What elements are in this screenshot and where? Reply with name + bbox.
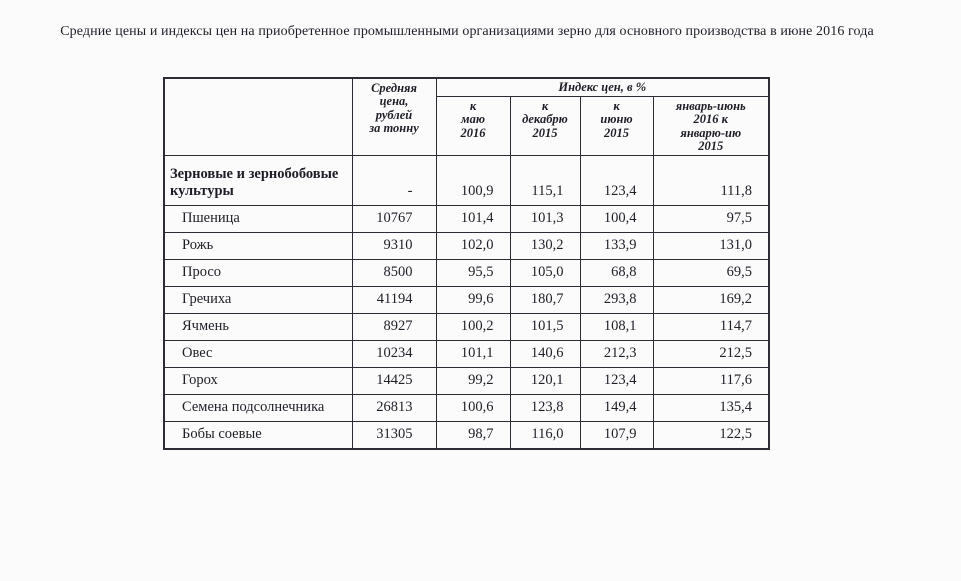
corner-header-cell bbox=[163, 77, 353, 156]
index-value-cell: 117,6 bbox=[652, 366, 770, 395]
index-value-cell: 107,9 bbox=[579, 420, 654, 450]
index-value-cell: 98,7 bbox=[435, 420, 511, 450]
index-value-cell: 108,1 bbox=[579, 312, 654, 341]
table-row: Горох 14425 99,2 120,1 123,4 117,6 bbox=[163, 366, 770, 395]
grain-price-table: Средняя цена, рублей за тонну Индекс цен… bbox=[163, 77, 770, 450]
row-label-cell: Рожь bbox=[163, 231, 353, 260]
avg-price-cell: 10234 bbox=[351, 339, 437, 368]
index-value-cell: 114,7 bbox=[652, 312, 770, 341]
index-value-cell: 180,7 bbox=[509, 285, 581, 314]
index-value-cell: 100,4 bbox=[579, 204, 654, 233]
table-row: Гречиха 41194 99,6 180,7 293,8 169,2 bbox=[163, 285, 770, 314]
row-label-cell: Ячмень bbox=[163, 312, 353, 341]
index-value-cell: 101,4 bbox=[435, 204, 511, 233]
index-value-cell: 140,6 bbox=[509, 339, 581, 368]
index-value-cell: 101,5 bbox=[509, 312, 581, 341]
row-label-cell: Семена подсолнечника bbox=[163, 393, 353, 422]
avg-price-cell: 10767 bbox=[351, 204, 437, 233]
index-value-cell: 69,5 bbox=[652, 258, 770, 287]
index-jan-june-header-cell: январь-июнь 2016 к январю-ию 2015 bbox=[652, 96, 770, 156]
index-value-cell: 131,0 bbox=[652, 231, 770, 260]
page-title: Средние цены и индексы цен на приобретен… bbox=[60, 24, 874, 39]
avg-price-cell: 26813 bbox=[351, 393, 437, 422]
index-value-cell: 100,6 bbox=[435, 393, 511, 422]
table-row: Ячмень 8927 100,2 101,5 108,1 114,7 bbox=[163, 312, 770, 341]
row-label-cell: Горох bbox=[163, 366, 353, 395]
index-value-cell: 68,8 bbox=[579, 258, 654, 287]
index-value-cell: 95,5 bbox=[435, 258, 511, 287]
index-value-cell: 212,5 bbox=[652, 339, 770, 368]
header-row-top: Средняя цена, рублей за тонну Индекс цен… bbox=[163, 77, 770, 156]
index-value-cell: 102,0 bbox=[435, 231, 511, 260]
index-value-cell: 100,2 bbox=[435, 312, 511, 341]
index-value-cell: 97,5 bbox=[652, 204, 770, 233]
index-value-cell: 99,6 bbox=[435, 285, 511, 314]
index-value-cell: 123,8 bbox=[509, 393, 581, 422]
avg-price-cell: - bbox=[351, 154, 437, 206]
table-row: Просо 8500 95,5 105,0 68,8 69,5 bbox=[163, 258, 770, 287]
index-value-cell: 133,9 bbox=[579, 231, 654, 260]
index-value-cell: 101,3 bbox=[509, 204, 581, 233]
table-row: Пшеница 10767 101,4 101,3 100,4 97,5 bbox=[163, 204, 770, 233]
table-row: Зерновые и зернобобовые культуры -100,9 11… bbox=[163, 154, 770, 206]
avg-price-cell: 9310 bbox=[351, 231, 437, 260]
index-value-cell: 122,5 bbox=[652, 420, 770, 450]
table-row: Бобы соевые 31305 98,7 116,0 107,9 122,5 bbox=[163, 420, 770, 450]
avg-price-header-cell: Средняя цена, рублей за тонну bbox=[351, 77, 437, 156]
avg-price-cell: 8927 bbox=[351, 312, 437, 341]
index-value-cell: 101,1 bbox=[435, 339, 511, 368]
index-value-cell: 130,2 bbox=[509, 231, 581, 260]
row-label-cell: Гречиха bbox=[163, 285, 353, 314]
index-group-header-cell: Индекс цен, в % bbox=[435, 77, 770, 97]
index-value-cell: 100,9 bbox=[435, 154, 511, 206]
index-to-december-header-cell: к декабрю 2015 bbox=[509, 96, 581, 156]
row-label-cell: Зерновые и зернобобовые культуры bbox=[163, 154, 353, 206]
avg-price-cell: 8500 bbox=[351, 258, 437, 287]
index-value-cell: 212,3 bbox=[579, 339, 654, 368]
index-value-cell: 105,0 bbox=[509, 258, 581, 287]
index-value-cell: 115,1 bbox=[509, 154, 581, 206]
index-to-may-header-cell: к маю 2016 bbox=[435, 96, 511, 156]
index-value-cell: 120,1 bbox=[509, 366, 581, 395]
index-value-cell: 135,4 bbox=[652, 393, 770, 422]
table-body: Зерновые и зернобобовые культуры -100,9 11… bbox=[163, 154, 770, 450]
table-row: Овес 10234 101,1 140,6 212,3 212,5 bbox=[163, 339, 770, 368]
index-value-cell: 123,4 bbox=[579, 154, 654, 206]
row-label-cell: Пшеница bbox=[163, 204, 353, 233]
avg-price-cell: 31305 bbox=[351, 420, 437, 450]
index-value-cell: 111,8 bbox=[652, 154, 770, 206]
row-label-cell: Просо bbox=[163, 258, 353, 287]
row-label-cell: Овес bbox=[163, 339, 353, 368]
row-label-cell: Бобы соевые bbox=[163, 420, 353, 450]
table-row: Рожь 9310 102,0 130,2 133,9 131,0 bbox=[163, 231, 770, 260]
table-row: Семена подсолнечника 26813 100,6 123,8 149,4… bbox=[163, 393, 770, 422]
header-row-sub: к маю 2016 к декабрю 2015 к июню 2015 ян… bbox=[164, 96, 770, 156]
index-to-june-header-cell: к июню 2015 bbox=[579, 96, 654, 156]
index-value-cell: 116,0 bbox=[509, 420, 581, 450]
table-header: Средняя цена, рублей за тонну Индекс цен… bbox=[163, 77, 770, 156]
index-value-cell: 169,2 bbox=[652, 285, 770, 314]
index-value-cell: 293,8 bbox=[579, 285, 654, 314]
avg-price-cell: 41194 bbox=[351, 285, 437, 314]
avg-price-cell: 14425 bbox=[351, 366, 437, 395]
index-value-cell: 149,4 bbox=[579, 393, 654, 422]
index-value-cell: 123,4 bbox=[579, 366, 654, 395]
index-value-cell: 99,2 bbox=[435, 366, 511, 395]
